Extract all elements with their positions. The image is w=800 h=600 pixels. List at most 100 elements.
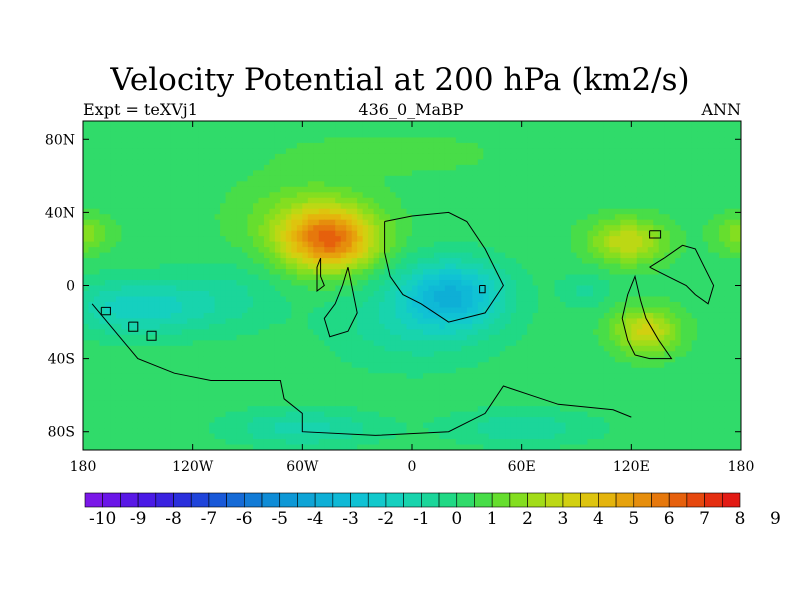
field-cell	[165, 186, 172, 193]
field-cell	[357, 340, 364, 347]
field-cell	[571, 203, 578, 210]
field-cell	[198, 312, 205, 319]
field-cell	[554, 340, 561, 347]
field-cell	[143, 290, 150, 298]
field-cell	[269, 121, 276, 128]
field-cell	[187, 252, 194, 259]
field-cell	[203, 307, 210, 314]
field-cell	[132, 269, 139, 276]
field-cell	[209, 142, 216, 150]
field-cell	[549, 186, 556, 193]
field-cell	[269, 301, 276, 309]
field-cell	[220, 329, 227, 336]
field-cell	[307, 301, 314, 309]
field-cell	[472, 236, 479, 243]
field-cell	[669, 307, 676, 314]
field-cell	[433, 285, 441, 292]
field-cell	[730, 214, 737, 221]
field-cell	[362, 181, 369, 188]
field-cell	[505, 269, 512, 276]
field-cell	[532, 290, 539, 298]
field-cell	[527, 258, 534, 265]
field-cell	[669, 263, 676, 270]
field-cell	[99, 181, 106, 188]
field-cell	[439, 323, 446, 330]
field-cell	[494, 225, 501, 232]
field-cell	[165, 312, 172, 319]
field-cell	[362, 148, 369, 155]
field-cell	[636, 312, 643, 319]
field-cell	[285, 334, 292, 341]
field-cell	[209, 241, 216, 248]
field-cell	[642, 258, 649, 265]
field-cell	[477, 241, 484, 248]
field-cell	[625, 318, 632, 325]
field-cell	[669, 175, 676, 182]
field-cell	[450, 142, 457, 150]
field-cell	[554, 274, 561, 281]
field-cell	[554, 301, 561, 309]
field-cell	[713, 142, 720, 150]
field-cell	[587, 121, 594, 128]
field-cell	[549, 175, 556, 182]
field-cell	[631, 241, 638, 248]
field-cell	[99, 148, 106, 155]
field-cell	[658, 186, 665, 193]
field-cell	[88, 164, 95, 171]
field-cell	[521, 219, 528, 226]
field-cell	[560, 247, 567, 254]
field-cell	[554, 247, 561, 254]
field-cell	[598, 230, 605, 237]
field-cell	[274, 219, 281, 226]
field-cell	[653, 208, 660, 215]
field-cell	[220, 225, 227, 232]
field-cell	[735, 247, 741, 254]
field-cell	[543, 252, 550, 259]
field-cell	[538, 312, 545, 319]
field-cell	[231, 153, 238, 160]
field-cell	[165, 153, 172, 160]
field-cell	[631, 131, 638, 139]
field-cell	[154, 159, 161, 166]
field-cell	[357, 186, 364, 193]
field-cell	[691, 142, 698, 150]
field-cell	[636, 274, 643, 281]
field-cell	[231, 296, 238, 303]
field-cell	[231, 345, 238, 352]
field-cell	[565, 236, 572, 243]
field-cell	[368, 214, 375, 221]
field-cell	[88, 241, 95, 248]
field-cell	[412, 301, 419, 309]
field-cell	[154, 334, 161, 341]
field-cell	[258, 230, 265, 237]
field-cell	[296, 121, 303, 128]
field-cell	[461, 175, 468, 182]
field-cell	[494, 307, 501, 314]
field-cell	[132, 219, 139, 226]
field-cell	[203, 186, 210, 193]
field-cell	[143, 148, 150, 155]
field-cell	[126, 274, 133, 281]
field-cell	[603, 164, 610, 171]
field-cell	[702, 175, 709, 182]
field-cell	[702, 318, 709, 325]
field-cell	[115, 175, 122, 182]
field-cell	[296, 318, 303, 325]
field-cell	[576, 274, 583, 281]
field-cell	[88, 307, 95, 314]
field-cell	[379, 121, 386, 128]
field-cell	[126, 236, 133, 243]
field-cell	[653, 285, 660, 292]
field-cell	[560, 263, 567, 270]
field-cell	[422, 137, 430, 144]
field-cell	[307, 340, 314, 347]
field-cell	[115, 318, 122, 325]
field-cell	[379, 192, 386, 199]
field-cell	[115, 192, 122, 199]
field-cell	[93, 269, 101, 276]
field-cell	[132, 181, 139, 188]
field-cell	[143, 252, 150, 259]
field-cell	[83, 307, 90, 314]
field-cell	[527, 307, 534, 314]
field-cell	[488, 301, 495, 309]
